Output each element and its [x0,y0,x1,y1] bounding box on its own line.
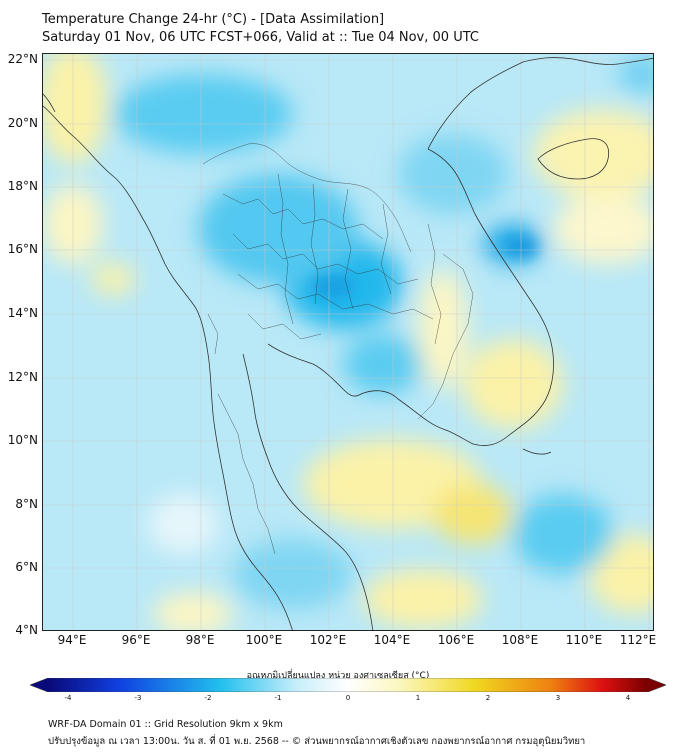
graticule [43,54,653,630]
colorbar-tick: 2 [485,694,491,702]
colorbar-tick: -2 [204,694,212,702]
lat-label: 10°N [7,433,38,447]
lon-label: 108°E [501,633,539,647]
lon-label: 106°E [437,633,475,647]
lat-label: 20°N [7,116,38,130]
footer-model-info: WRF-DA Domain 01 :: Grid Resolution 9km … [48,719,283,730]
lat-label: 14°N [7,306,38,320]
temperature-shading [43,54,653,630]
colorbar-tick: -3 [134,694,142,702]
colorbar-tick: -1 [274,694,282,702]
colorbar-tick: 3 [555,694,561,702]
lon-label: 94°E [57,633,87,647]
lon-label: 96°E [121,633,151,647]
lat-label: 6°N [15,560,38,574]
coastlines [43,57,653,630]
lon-label: 104°E [373,633,411,647]
lat-label: 22°N [7,52,38,66]
footer-credit: ปรับปรุงข้อมูล ณ เวลา 13:00น. วัน ส. ที่… [48,736,586,747]
lat-label: 8°N [15,497,38,511]
colorbar-tick: 1 [415,694,421,702]
lat-label: 18°N [7,179,38,193]
lon-label: 102°E [309,633,347,647]
lat-label: 4°N [15,623,38,637]
lon-label: 110°E [565,633,603,647]
map-title: Temperature Change 24-hr (°C) - [Data As… [42,12,385,27]
colorbar-title: อุณหภูมิเปลี่ยนแปลง หน่วย องศาเซลเซียส (… [246,671,430,681]
colorbar [30,678,666,692]
province-borders [202,143,474,555]
lon-label: 112°E [619,633,657,647]
temperature-field-map [43,54,653,630]
lat-label: 12°N [7,370,38,384]
map-subtitle: Saturday 01 Nov, 06 UTC FCST+066, Valid … [42,30,479,45]
lon-label: 100°E [245,633,283,647]
map-plot-area [42,53,654,631]
colorbar-tick: 0 [345,694,351,702]
lon-label: 98°E [185,633,215,647]
colorbar-tick: 4 [625,694,631,702]
colorbar-tick: -4 [64,694,72,702]
lat-label: 16°N [7,242,38,256]
